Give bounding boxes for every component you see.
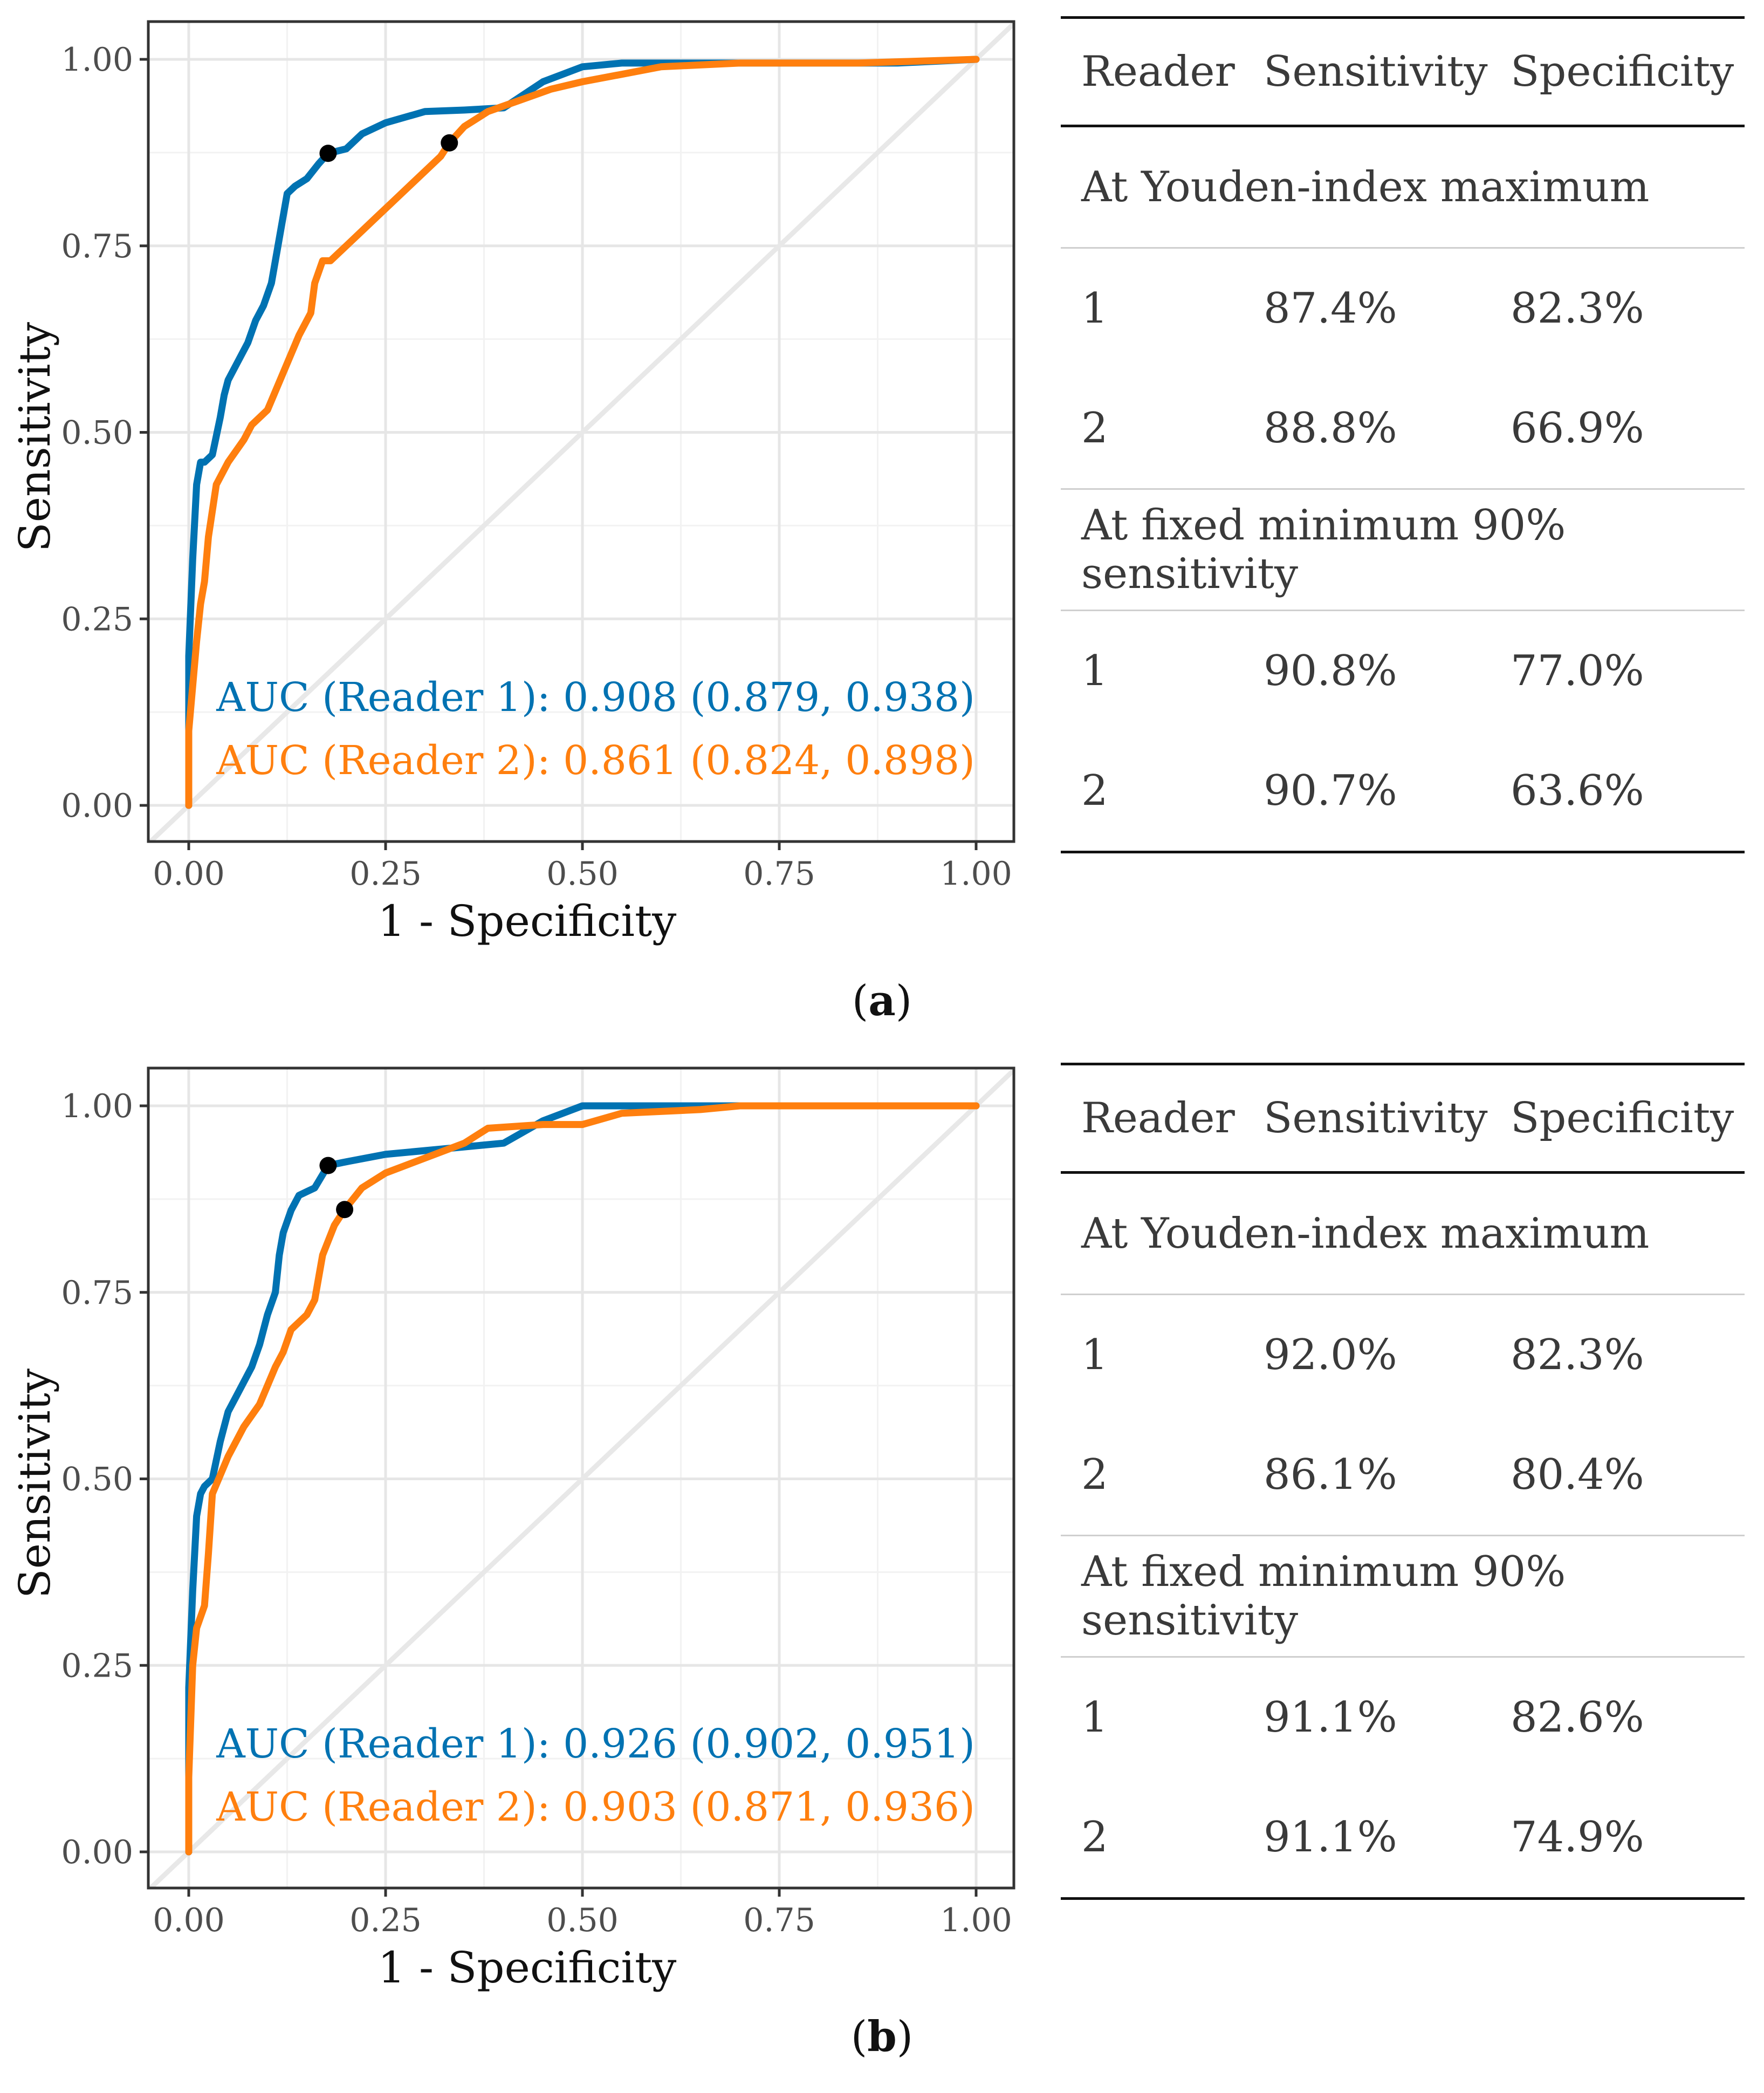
y-tick-label: 1.00 (61, 1087, 133, 1125)
cell-specificity: 74.9% (1490, 1777, 1745, 1900)
y-tick-label: 0.00 (61, 787, 133, 825)
cell-sensitivity: 88.8% (1243, 368, 1490, 490)
table-row: 2 90.7% 63.6% (1061, 731, 1745, 853)
cell-sensitivity: 90.7% (1243, 731, 1490, 853)
cell-reader: 1 (1081, 647, 1108, 695)
roc-chart-a: AUC (Reader 1): 0.908 (0.879, 0.938) AUC … (10, 20, 1015, 946)
group-youden: At Youden-index maximum (1061, 126, 1745, 249)
x-tick-label: 0.75 (743, 855, 815, 893)
caption-b: (b) (850, 2012, 914, 2061)
series-line-reader-1 (185, 1102, 980, 1856)
series-line-reader-1 (185, 56, 980, 809)
header-reader: Reader (1061, 16, 1243, 127)
cell-specificity: 82.6% (1511, 1693, 1644, 1742)
table-row: 2 91.1% 74.9% (1061, 1777, 1745, 1900)
cell-reader: 1 (1081, 284, 1108, 333)
x-tick-label: 0.50 (546, 1902, 619, 1939)
table-row: 1 92.0% 82.3% (1061, 1295, 1745, 1415)
x-tick-label: 0.50 (546, 855, 619, 893)
cell-reader: 1 (1081, 1693, 1108, 1742)
youden-point-2 (336, 1201, 354, 1219)
x-tick-label: 0.00 (153, 1902, 225, 1939)
diagonal-reference-line (148, 1068, 1014, 1888)
cell-reader: 2 (1061, 1415, 1243, 1536)
y-tick-label: 0.75 (61, 228, 133, 265)
panel-a: AUC (Reader 1): 0.908 (0.879, 0.938) AUC … (0, 0, 1764, 1046)
series-line-reader-2 (185, 56, 980, 809)
caption-a: (a) (852, 976, 912, 1025)
youden-point-1 (319, 145, 337, 162)
group-fixed-sensitivity: At fixed minimum 90% sensitivity (1061, 1535, 1745, 1658)
x-tick-label: 0.25 (349, 1902, 422, 1939)
cell-specificity: 82.3% (1511, 284, 1644, 333)
y-tick-label: 0.50 (61, 414, 133, 452)
x-tick-label: 1.00 (940, 1902, 1012, 1939)
group-label: At fixed minimum 90% sensitivity (1061, 489, 1745, 611)
table-row: 1 87.4% 82.3% (1061, 248, 1745, 369)
stats-table-b: Reader Sensitivity Specificity At Youden… (1061, 1063, 1745, 1900)
diagonal-reference-line (148, 22, 1014, 842)
y-tick-label: 0.25 (61, 1647, 133, 1685)
cell-reader: 2 (1061, 1777, 1243, 1900)
y-tick-label: 0.25 (61, 600, 133, 638)
stats-table-a: Reader Sensitivity Specificity At Youden… (1061, 16, 1745, 853)
x-tick-label: 1.00 (940, 855, 1012, 893)
cell-specificity: 80.4% (1490, 1415, 1745, 1536)
youden-point-2 (441, 134, 458, 152)
youden-point-1 (319, 1157, 337, 1174)
group-label: At fixed minimum 90% sensitivity (1061, 1535, 1745, 1658)
cell-sensitivity: 92.0% (1264, 1331, 1397, 1379)
cell-sensitivity: 90.8% (1264, 647, 1397, 695)
table-row: 2 88.8% 66.9% (1061, 368, 1745, 490)
roc-chart-b: AUC (Reader 1): 0.926 (0.902, 0.951) AUC … (10, 1066, 1015, 1993)
auc-label-reader-2: AUC (Reader 2): 0.861 (0.824, 0.898) (216, 737, 975, 784)
y-tick-label: 1.00 (61, 41, 133, 79)
cell-reader: 2 (1061, 368, 1243, 490)
header-specificity: Specificity (1490, 1063, 1745, 1174)
y-axis-title: Sensitivity (10, 322, 60, 552)
table-row: 2 86.1% 80.4% (1061, 1415, 1745, 1536)
x-axis-title: 1 - Specificity (378, 1942, 677, 1993)
cell-sensitivity: 91.1% (1243, 1777, 1490, 1900)
y-tick-label: 0.00 (61, 1834, 133, 1871)
x-tick-label: 0.00 (153, 855, 225, 893)
cell-sensitivity: 91.1% (1264, 1693, 1397, 1742)
group-label: At Youden-index maximum (1061, 1172, 1745, 1295)
series-line-reader-2 (185, 1102, 980, 1856)
x-axis-title: 1 - Specificity (378, 896, 677, 946)
y-tick-label: 0.50 (61, 1461, 133, 1499)
cell-specificity: 66.9% (1490, 368, 1745, 490)
table-row: 1 90.8% 77.0% (1061, 611, 1745, 731)
cell-specificity: 63.6% (1490, 731, 1745, 853)
group-fixed-sensitivity: At fixed minimum 90% sensitivity (1061, 489, 1745, 611)
table-header-row: Reader Sensitivity Specificity (1061, 16, 1745, 127)
auc-label-reader-1: AUC (Reader 1): 0.908 (0.879, 0.938) (216, 674, 975, 721)
table-header-row: Reader Sensitivity Specificity (1061, 1063, 1745, 1174)
cell-reader: 2 (1061, 731, 1243, 853)
table-row: 1 91.1% 82.6% (1061, 1657, 1745, 1778)
caption-letter: b (867, 2012, 897, 2061)
header-sensitivity: Sensitivity (1243, 1063, 1490, 1174)
cell-sensitivity: 87.4% (1264, 284, 1397, 333)
x-tick-label: 0.25 (349, 855, 422, 893)
caption-letter: a (868, 976, 896, 1025)
cell-reader: 1 (1081, 1331, 1108, 1379)
group-youden: At Youden-index maximum (1061, 1172, 1745, 1295)
header-reader: Reader (1061, 1063, 1243, 1174)
header-sensitivity: Sensitivity (1243, 16, 1490, 127)
y-axis-title: Sensitivity (10, 1369, 60, 1598)
auc-label-reader-2: AUC (Reader 2): 0.903 (0.871, 0.936) (216, 1784, 975, 1830)
auc-label-reader-1: AUC (Reader 1): 0.926 (0.902, 0.951) (216, 1721, 975, 1767)
cell-specificity: 82.3% (1511, 1331, 1644, 1379)
cell-sensitivity: 86.1% (1243, 1415, 1490, 1536)
cell-specificity: 77.0% (1511, 647, 1644, 695)
x-tick-label: 0.75 (743, 1902, 815, 1939)
y-tick-label: 0.75 (61, 1274, 133, 1312)
header-specificity: Specificity (1490, 16, 1745, 127)
panel-b: AUC (Reader 1): 0.926 (0.902, 0.951) AUC … (0, 1046, 1764, 2093)
group-label: At Youden-index maximum (1061, 126, 1745, 249)
